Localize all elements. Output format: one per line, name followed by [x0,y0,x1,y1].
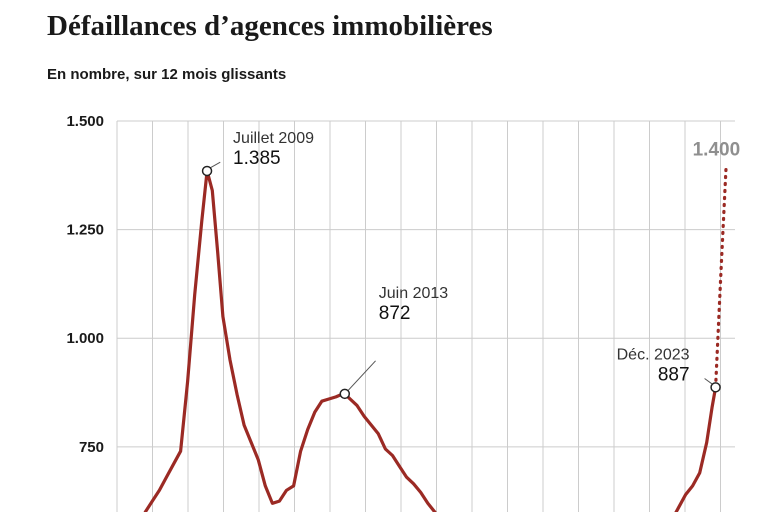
y-axis-ticks: 750 1.000 1.250 1.500 [66,113,104,456]
y-tick-label: 1.500 [66,113,104,130]
projection-layer: 1.400 [693,139,741,389]
annotation-leader-line [209,161,221,169]
annotation-leader-line [347,360,376,392]
projection-line [713,162,728,389]
series-layer [143,169,718,512]
chart-subtitle: En nombre, sur 12 mois glissants [47,66,287,83]
chart-title: Défaillances d’agences immobilières [47,10,493,42]
annotation-date-label: Juillet 2009 [233,130,314,147]
projection-value-label: 1.400 [693,139,741,160]
y-tick-label: 750 [79,439,104,456]
annotation-date-label: Déc. 2023 [617,346,690,363]
annotation-value-label: 1.385 [233,148,281,169]
grid-layer [116,120,735,512]
annotation-date-label: Juin 2013 [379,285,448,302]
annotation-leader-line [704,378,713,385]
annotation-value-label: 872 [379,303,411,324]
y-tick-label: 1.250 [66,222,104,239]
y-tick-label: 1.000 [66,330,104,347]
annotation-marker [201,165,213,177]
series-line-0 [143,169,437,512]
series-line-1 [674,385,718,512]
annotation-value-label: 887 [658,364,690,385]
annotation-marker [339,388,351,400]
annotation-marker [710,382,721,393]
